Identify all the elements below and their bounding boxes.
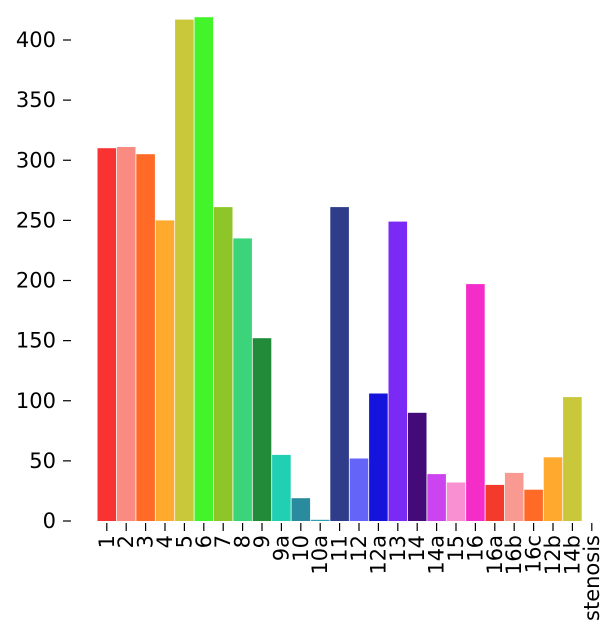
y-tick-label: 200 (16, 269, 56, 293)
bar-5 (175, 19, 194, 521)
x-tick-label: 16a (483, 535, 507, 575)
bar-12 (349, 458, 369, 521)
bar-12a (369, 393, 388, 521)
y-tick-label: 150 (16, 329, 56, 353)
x-tick-label: 9 (250, 535, 274, 548)
bar-4 (155, 220, 175, 521)
bar-3 (136, 154, 155, 521)
y-tick-label: 400 (16, 28, 56, 52)
bar-10 (291, 498, 311, 521)
x-tick-label: 14 (405, 535, 429, 562)
y-tick-label: 300 (16, 148, 56, 172)
x-tick-label: 5 (172, 535, 196, 548)
bar-13 (388, 221, 408, 521)
x-tick-label: 7 (211, 535, 235, 548)
y-tick-label: 0 (43, 509, 56, 533)
x-tick-label: 4 (153, 535, 177, 548)
bar-7 (213, 207, 233, 521)
x-tick-label: 6 (192, 535, 216, 548)
y-tick-label: 100 (16, 389, 56, 413)
x-tick-label: 12a (366, 535, 390, 575)
bar-10a (310, 519, 330, 521)
x-tick-label: 15 (444, 535, 468, 562)
bar-11 (330, 207, 349, 521)
bar-14a (427, 474, 446, 521)
y-tick-label: 350 (16, 88, 56, 112)
bar-16 (466, 284, 485, 521)
x-tick-label: 2 (114, 535, 138, 548)
x-tick-label: 13 (386, 535, 410, 562)
bar-8 (233, 238, 252, 521)
x-tick-label: stenosis (580, 535, 604, 621)
bar-12b (543, 457, 563, 521)
x-tick-label: 14b (560, 535, 584, 575)
y-axis: 0 50 100 150 200 250 300 350 400 (16, 28, 71, 533)
x-tick-label: 3 (134, 535, 158, 548)
bar-1 (97, 148, 117, 521)
x-tick-label: 16b (502, 535, 526, 575)
bar-14 (407, 412, 427, 521)
bar-14b (563, 397, 582, 521)
y-tick-label: 250 (16, 208, 56, 232)
x-tick-label: 12 (347, 535, 371, 562)
x-tick-label: 14a (425, 535, 449, 575)
x-tick-label: 9a (269, 535, 293, 561)
x-axis: 1234567899a1010a111212a131414a151616a16b… (95, 523, 604, 621)
x-tick-label: 16 (463, 535, 487, 562)
bar-16c (524, 489, 543, 521)
bar-15 (446, 482, 466, 521)
bar-6 (194, 17, 214, 521)
bars (97, 17, 582, 521)
y-tick-label: 50 (29, 449, 56, 473)
x-tick-label: 10 (289, 535, 313, 562)
x-tick-label: 11 (328, 535, 352, 562)
bar-2 (116, 147, 136, 521)
bar-9 (252, 338, 272, 521)
bar-16a (485, 484, 505, 521)
bar-9a (272, 454, 291, 521)
x-tick-label: 12b (541, 535, 565, 575)
x-tick-label: 16c (522, 535, 546, 573)
bar-16b (504, 472, 524, 521)
x-tick-label: 8 (231, 535, 255, 548)
x-tick-label: 1 (95, 535, 119, 548)
x-tick-label: 10a (308, 535, 332, 575)
